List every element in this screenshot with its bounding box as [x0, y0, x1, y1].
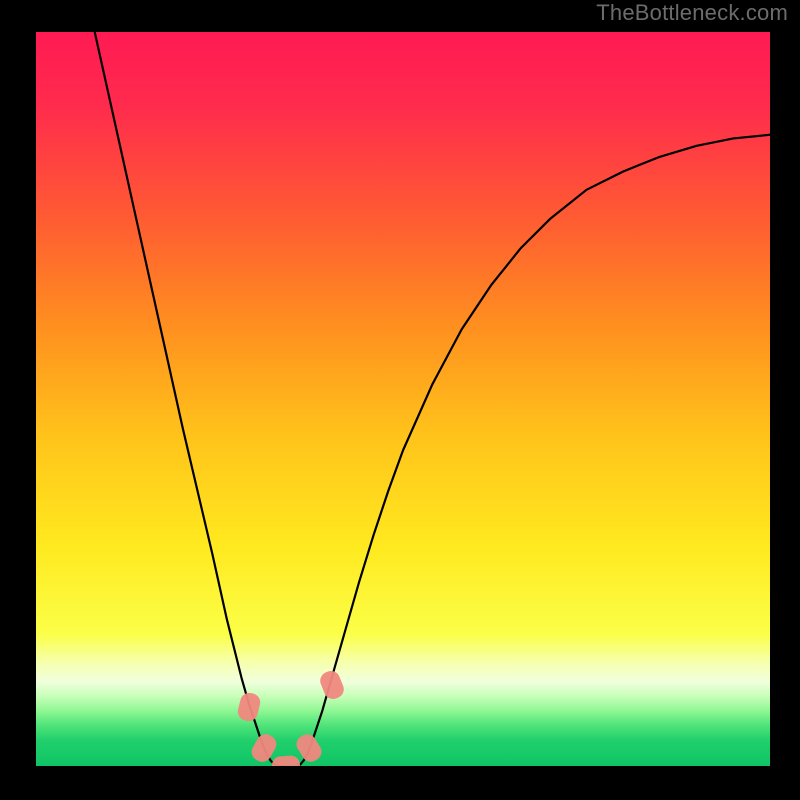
plot-frame [30, 32, 770, 772]
markers-layer [36, 32, 770, 766]
curve-marker [271, 755, 300, 766]
curve-marker [236, 691, 262, 723]
chart-stage: TheBottleneck.com [0, 0, 800, 800]
curve-marker [317, 669, 346, 702]
plot-area [36, 32, 770, 766]
watermark-text: TheBottleneck.com [596, 0, 788, 26]
